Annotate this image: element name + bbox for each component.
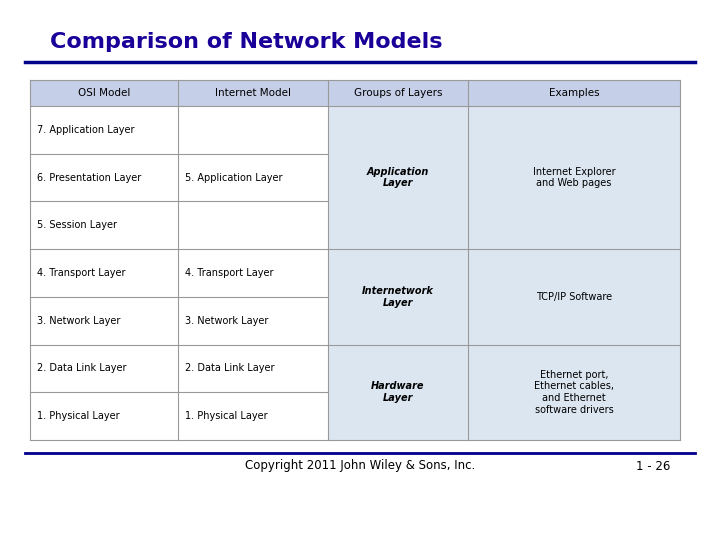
Bar bbox=[468, 249, 680, 345]
Text: Application
Layer: Application Layer bbox=[366, 167, 429, 188]
Text: Groups of Layers: Groups of Layers bbox=[354, 88, 442, 98]
Bar bbox=[468, 106, 680, 249]
Text: Examples: Examples bbox=[549, 88, 599, 98]
Text: Hardware
Layer: Hardware Layer bbox=[372, 381, 425, 403]
Text: 1. Physical Layer: 1. Physical Layer bbox=[37, 411, 120, 421]
Bar bbox=[30, 80, 680, 106]
Text: 3. Network Layer: 3. Network Layer bbox=[37, 316, 120, 326]
Text: 7. Application Layer: 7. Application Layer bbox=[37, 125, 135, 135]
Text: Internetwork
Layer: Internetwork Layer bbox=[362, 286, 434, 308]
Bar bbox=[328, 345, 468, 440]
Text: 5. Session Layer: 5. Session Layer bbox=[37, 220, 117, 230]
Bar bbox=[328, 106, 468, 249]
Text: OSI Model: OSI Model bbox=[78, 88, 130, 98]
Text: TCP/IP Software: TCP/IP Software bbox=[536, 292, 612, 302]
Text: 1 - 26: 1 - 26 bbox=[636, 460, 670, 472]
Text: Copyright 2011 John Wiley & Sons, Inc.: Copyright 2011 John Wiley & Sons, Inc. bbox=[245, 460, 475, 472]
Text: 3. Network Layer: 3. Network Layer bbox=[185, 316, 269, 326]
Text: 6. Presentation Layer: 6. Presentation Layer bbox=[37, 173, 141, 183]
Bar bbox=[468, 345, 680, 440]
Text: 1. Physical Layer: 1. Physical Layer bbox=[185, 411, 268, 421]
Text: 4. Transport Layer: 4. Transport Layer bbox=[185, 268, 274, 278]
Text: 2. Data Link Layer: 2. Data Link Layer bbox=[37, 363, 127, 374]
Text: Ethernet port,
Ethernet cables,
and Ethernet
software drivers: Ethernet port, Ethernet cables, and Ethe… bbox=[534, 370, 614, 415]
Text: 2. Data Link Layer: 2. Data Link Layer bbox=[185, 363, 274, 374]
Text: Internet Model: Internet Model bbox=[215, 88, 291, 98]
Text: Internet Explorer
and Web pages: Internet Explorer and Web pages bbox=[533, 167, 616, 188]
Bar bbox=[328, 249, 468, 345]
Text: 4. Transport Layer: 4. Transport Layer bbox=[37, 268, 125, 278]
Text: 5. Application Layer: 5. Application Layer bbox=[185, 173, 282, 183]
Text: Comparison of Network Models: Comparison of Network Models bbox=[50, 32, 443, 52]
